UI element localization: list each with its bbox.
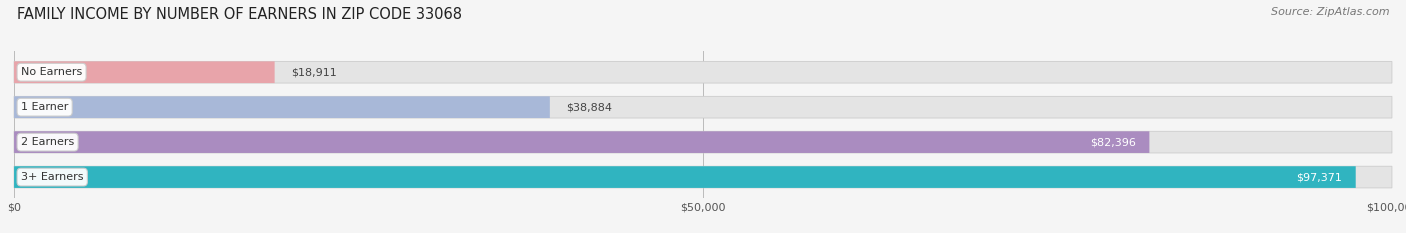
FancyBboxPatch shape bbox=[14, 61, 1392, 83]
Text: $18,911: $18,911 bbox=[291, 67, 337, 77]
Text: 3+ Earners: 3+ Earners bbox=[21, 172, 83, 182]
Text: $82,396: $82,396 bbox=[1090, 137, 1136, 147]
FancyBboxPatch shape bbox=[14, 96, 550, 118]
Text: 1 Earner: 1 Earner bbox=[21, 102, 69, 112]
FancyBboxPatch shape bbox=[14, 166, 1355, 188]
Text: No Earners: No Earners bbox=[21, 67, 82, 77]
Text: $38,884: $38,884 bbox=[567, 102, 613, 112]
FancyBboxPatch shape bbox=[14, 166, 1392, 188]
FancyBboxPatch shape bbox=[14, 96, 1392, 118]
Text: 2 Earners: 2 Earners bbox=[21, 137, 75, 147]
Text: FAMILY INCOME BY NUMBER OF EARNERS IN ZIP CODE 33068: FAMILY INCOME BY NUMBER OF EARNERS IN ZI… bbox=[17, 7, 463, 22]
Text: Source: ZipAtlas.com: Source: ZipAtlas.com bbox=[1271, 7, 1389, 17]
FancyBboxPatch shape bbox=[14, 131, 1392, 153]
FancyBboxPatch shape bbox=[14, 131, 1149, 153]
Text: $97,371: $97,371 bbox=[1296, 172, 1341, 182]
FancyBboxPatch shape bbox=[14, 61, 274, 83]
